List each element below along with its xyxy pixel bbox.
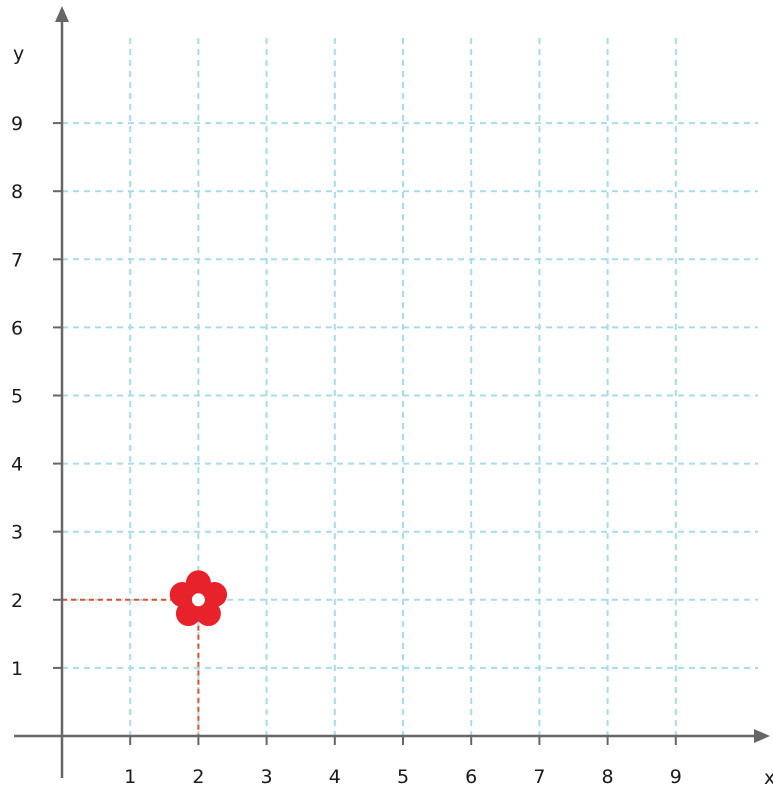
flower-center-hole xyxy=(191,593,205,607)
x-tick-label: 7 xyxy=(533,766,545,788)
y-tick-label: 6 xyxy=(11,317,23,339)
y-tick-label: 4 xyxy=(11,454,23,476)
ticks xyxy=(53,122,677,745)
y-tick-label: 8 xyxy=(11,181,23,203)
tick-labels: 1 2 3 4 5 6 7 8 9 1 2 3 4 5 6 7 8 9 xyxy=(11,113,682,788)
flower-icon xyxy=(169,570,228,627)
x-tick-label: 8 xyxy=(602,766,614,788)
x-axis-arrow xyxy=(754,729,770,743)
x-tick-label: 5 xyxy=(397,766,409,788)
y-axis-arrow xyxy=(55,6,69,22)
x-axis-label: x xyxy=(764,767,773,789)
x-tick-label: 6 xyxy=(465,766,477,788)
y-tick-label: 3 xyxy=(11,522,23,544)
data-points xyxy=(169,570,228,627)
x-tick-label: 9 xyxy=(670,766,682,788)
y-tick-label: 2 xyxy=(11,590,23,612)
x-tick-label: 1 xyxy=(124,766,136,788)
y-tick-label: 5 xyxy=(11,386,23,408)
grid xyxy=(62,38,758,736)
x-tick-label: 3 xyxy=(261,766,273,788)
point-guides xyxy=(62,598,200,736)
x-tick-label: 4 xyxy=(329,766,341,788)
x-tick-label: 2 xyxy=(192,766,204,788)
y-axis-label: y xyxy=(13,43,24,65)
axes xyxy=(14,6,770,778)
y-tick-label: 1 xyxy=(11,658,23,680)
y-tick-label: 9 xyxy=(11,113,23,135)
y-tick-label: 7 xyxy=(11,249,23,271)
